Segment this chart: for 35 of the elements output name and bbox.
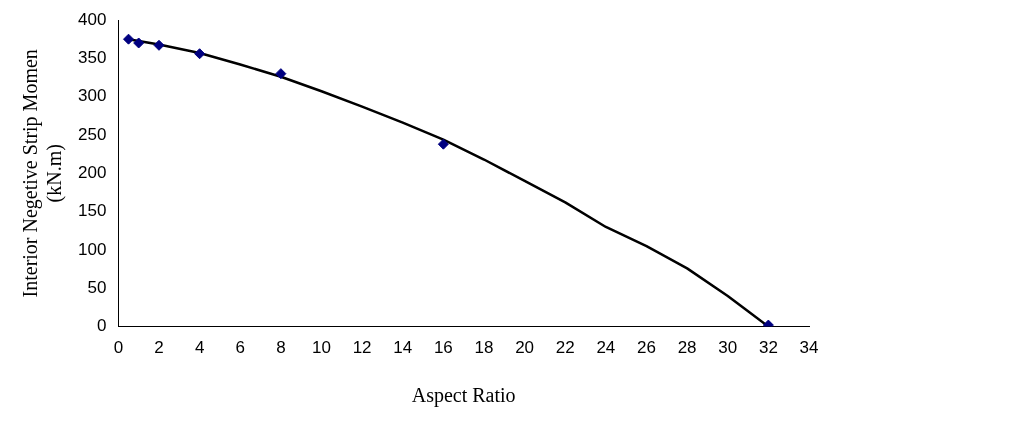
x-tick-label: 34 <box>799 338 819 358</box>
x-tick-label: 26 <box>637 338 656 358</box>
y-tick-label: 200 <box>77 162 107 182</box>
point <box>275 68 287 80</box>
point <box>153 39 165 51</box>
x-tick-label: 10 <box>312 338 331 358</box>
x-tick-label: 4 <box>194 338 205 358</box>
x-tick-label: 0 <box>113 338 124 358</box>
y-axis-title: Interior Negetive Strip Momen (kN.m) <box>19 49 67 298</box>
y-tick-label: 150 <box>77 201 107 221</box>
x-tick-label: 20 <box>515 338 535 358</box>
y-tick-label: 0 <box>96 316 107 336</box>
y-tick-label: 350 <box>77 48 107 68</box>
x-tick-label: 24 <box>596 338 616 358</box>
y-tick-label: 100 <box>77 239 107 259</box>
y-tick-label: 300 <box>77 86 107 106</box>
point <box>437 138 449 150</box>
x-tick-label: 22 <box>555 338 575 358</box>
x-tick-label: 30 <box>718 338 738 358</box>
x-tick-label: 18 <box>474 338 494 358</box>
point <box>123 33 135 45</box>
y-tick-label: 250 <box>77 124 107 144</box>
x-tick-label: 12 <box>352 338 372 358</box>
x-tick-label: 32 <box>758 338 778 358</box>
x-axis-title: Aspect Ratio <box>411 384 516 408</box>
point <box>133 37 145 49</box>
point <box>194 48 206 60</box>
y-tick-label: 50 <box>87 277 107 297</box>
x-tick-label: 6 <box>235 338 245 358</box>
x-tick-label: 2 <box>154 338 164 358</box>
x-tick-label: 16 <box>433 338 453 358</box>
x-tick-label: 8 <box>276 338 286 358</box>
y-tick-label: 400 <box>77 9 107 29</box>
x-tick-label: 28 <box>677 338 697 358</box>
x-tick-label: 14 <box>393 338 413 358</box>
